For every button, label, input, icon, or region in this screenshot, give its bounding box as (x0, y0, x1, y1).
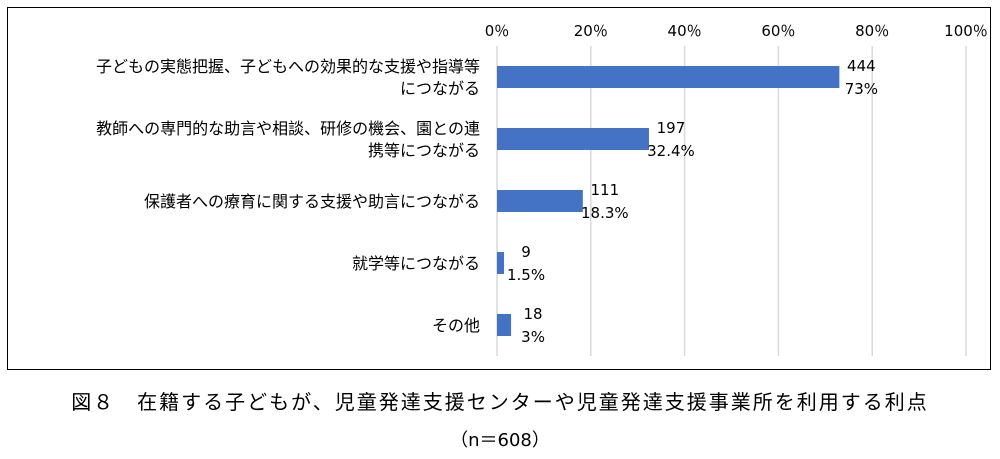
x-tick-label: 0％ (485, 22, 510, 40)
data-label-count: 18 (524, 305, 543, 323)
data-label-percent: 1.5% (507, 266, 545, 284)
x-tick-label: 100％ (944, 22, 988, 40)
figure-caption: 図８ 在籍する子どもが、児童発達支援センターや児童発達支援事業所を利用する利点 (71, 390, 929, 414)
data-label-count: 197 (657, 119, 686, 137)
category-label: 子どもの実態把握、子どもへの効果的な支援や指導等 (96, 57, 480, 76)
x-tick-label: 40％ (668, 22, 702, 40)
category-label: 就学等につながる (352, 254, 480, 273)
data-label-count: 111 (591, 181, 620, 199)
category-label: につながる (400, 79, 480, 98)
data-label-count: 444 (847, 57, 876, 75)
bar (497, 190, 583, 212)
bar (497, 128, 649, 150)
x-tick-label: 60％ (761, 22, 795, 40)
data-label-percent: 32.4% (647, 142, 695, 160)
data-label-count: 9 (521, 243, 531, 261)
data-label-percent: 18.3% (581, 204, 629, 222)
bar (497, 314, 512, 336)
x-tick-label: 80％ (855, 22, 889, 40)
bar-chart: 0％ 20％ 40％ 60％ 80％ 100％ 子どもの実態把握、子どもへの効果的な支援や指… (96, 22, 988, 356)
figure-sample-size: （n＝608） (450, 430, 550, 451)
category-label: 教師への専門的な助言や相談、研修の機会、園との連 (96, 119, 480, 138)
category-label: 携等につながる (368, 141, 480, 160)
data-label-percent: 3% (521, 328, 545, 346)
category-label: その他 (432, 316, 480, 335)
category-label: 保護者への療育に関する支援や助言につながる (144, 192, 480, 211)
data-label-percent: 73% (845, 80, 878, 98)
x-tick-label: 20％ (574, 22, 608, 40)
bar (497, 252, 505, 274)
bar (497, 66, 840, 88)
chart-frame: 0％ 20％ 40％ 60％ 80％ 100％ 子どもの実態把握、子どもへの効果的な支援や指… (7, 7, 991, 370)
